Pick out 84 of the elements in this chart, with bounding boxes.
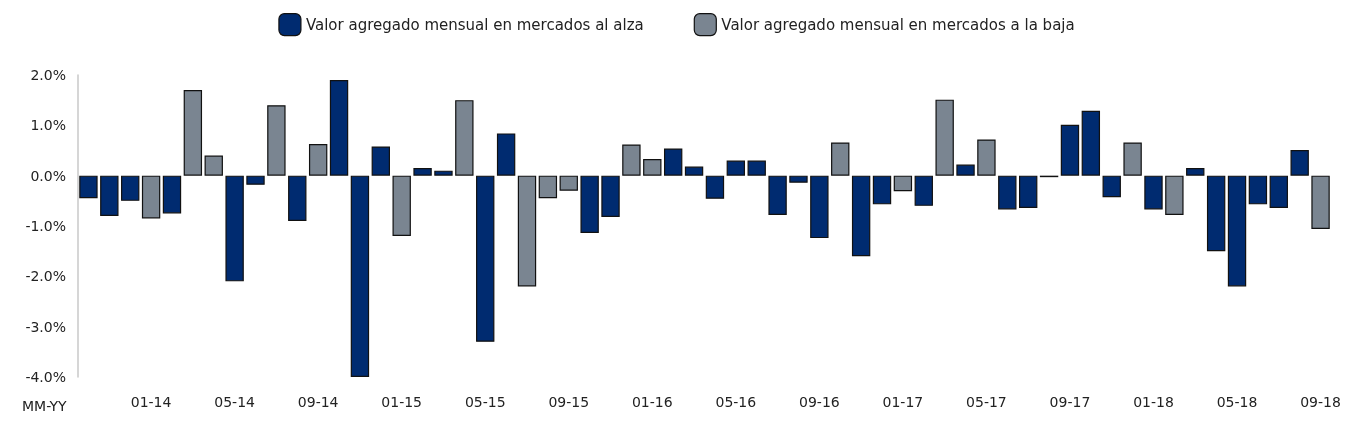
x-tick-label: 09-15 [548,394,590,410]
bar [1144,175,1163,210]
bar [476,175,495,342]
bar [1019,175,1038,208]
x-tick-label: 09-17 [1049,394,1091,410]
bar [810,175,829,239]
bar [622,144,641,176]
bar [1269,175,1288,208]
bar [308,143,328,176]
legend-label: Valor agregado mensual en mercados a la baja [721,15,1075,34]
bar [434,170,453,176]
x-tick-label: 09-18 [1300,394,1341,410]
y-tick-label: 2.0% [30,67,66,83]
x-tick-label: 05-16 [715,394,757,410]
legend-label: Valor agregado mensual en mercados al alza [305,15,644,34]
bar [663,148,683,176]
bar [121,175,140,201]
x-tick-label: 05-14 [214,394,256,410]
bar [288,175,307,221]
bar [1060,124,1080,176]
bar [1227,175,1247,287]
x-tick-label: 01-15 [381,394,423,410]
bar [914,175,933,206]
x-tick-label: 01-18 [1133,394,1174,410]
bar [705,175,725,199]
x-tick-label: 09-16 [799,394,840,410]
bar [998,175,1017,210]
bar [1123,142,1142,176]
bar [1311,175,1330,230]
bar [643,159,662,176]
bar [726,160,746,176]
bar [538,175,558,199]
bar [162,175,182,214]
y-tick-label: 0.0% [30,167,66,184]
x-axis-title: MM-YY [22,398,68,414]
y-tick-label: -4.0% [25,369,66,385]
bar [768,175,787,215]
bar [225,175,244,282]
bar [267,105,286,176]
bar [79,175,98,199]
bar [977,139,996,176]
bar [329,80,349,176]
x-tick-label: 01-17 [882,394,924,410]
x-tick-label: 05-15 [464,394,506,410]
bar [935,99,954,176]
x-tick-label: 01-14 [130,394,172,410]
bar [1165,175,1184,215]
bar [183,90,203,176]
bar [371,146,390,176]
bar [851,175,871,257]
bar [1102,175,1121,198]
bar [1248,175,1268,205]
bar [141,175,161,219]
y-tick-label: -1.0% [25,218,66,234]
y-tick-label: 1.0% [30,117,66,134]
bar [559,175,578,191]
bar [789,175,808,183]
bar [893,175,913,192]
bar [1081,110,1101,176]
bar [1290,150,1309,176]
bar [1186,168,1205,176]
bar [496,133,516,176]
bar [747,160,766,176]
bar [956,164,975,176]
bar [831,142,850,176]
x-tick-label: 01-16 [631,394,673,410]
x-tick-label: 09-14 [297,394,339,410]
bar [392,175,411,237]
bar [872,175,892,205]
bar [350,175,370,377]
y-tick-label: -2.0% [25,268,66,285]
bar [413,168,432,176]
x-tick-label: 05-17 [966,394,1007,410]
bar [580,175,599,234]
bar [100,175,119,216]
bar [204,155,223,176]
x-tick-label: 05-18 [1216,394,1258,410]
bar [1206,175,1226,252]
y-tick-label: -3.0% [25,318,66,335]
bar [601,175,620,217]
bar [246,175,265,185]
bar [684,166,704,176]
bar [517,175,537,287]
bar [455,100,474,176]
